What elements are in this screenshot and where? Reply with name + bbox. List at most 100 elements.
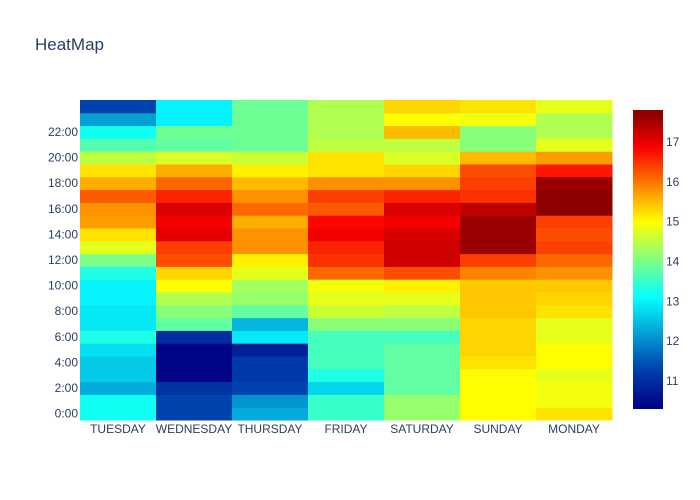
heatmap-cell [536,317,613,331]
heatmap-cell [308,292,385,306]
y-tick-label: 22:00 [48,125,78,139]
x-tick-label: FRIDAY [324,422,367,436]
heatmap-cell [156,228,233,242]
x-axis-ticks: TUESDAY WEDNESDAY THURSDAY FRIDAY SATURDAY SU… [90,422,600,436]
colorbar-tick-label: 13 [666,294,680,308]
heatmap-cell [232,317,309,331]
heatmap-cell [308,279,385,293]
heatmap-cell [308,394,385,408]
heatmap-cell [80,368,157,383]
colorbar-tick-label: 14 [666,254,680,268]
colorbar-tick-label: 16 [666,175,680,189]
heatmap-cell [308,266,385,280]
heatmap-cell [308,100,385,114]
heatmap-cell [536,125,613,139]
heatmap-cell [308,240,385,255]
heatmap-cell [460,253,537,267]
heatmap-cell [384,253,461,267]
heatmap-cell [460,189,537,203]
heatmap-cell [384,189,461,203]
heatmap-cell [384,343,461,357]
y-tick-label: 16:00 [48,202,78,216]
heatmap-cell [308,317,385,331]
heatmap-cell [232,240,309,255]
heatmap-cell [384,279,461,293]
heatmap-cell [384,228,461,242]
heatmap-cell [460,100,537,114]
x-tick-label: SUNDAY [473,422,522,436]
heatmap-cell [460,112,537,127]
colorbar [633,110,663,409]
heatmap-cell [232,215,309,229]
heatmap-cell [80,176,157,191]
heatmap-cell [232,100,309,114]
heatmap-cell [80,112,157,127]
y-tick-label: 18:00 [48,176,78,190]
heatmap-cell [80,343,157,357]
heatmap-cell [80,228,157,242]
heatmap-cell [232,228,309,242]
heatmap-cell [232,202,309,216]
heatmap-cell [156,189,233,203]
heatmap-cell [460,125,537,139]
heatmap-cell [384,202,461,216]
heatmap-cell [80,266,157,280]
heatmap-cell [384,138,461,152]
heatmap-cell [460,176,537,191]
heatmap-cell [460,368,537,383]
heatmap-cell [384,381,461,395]
heatmap-cell [536,266,613,280]
heatmap-cell [460,356,537,370]
heatmap-cell [308,112,385,127]
heatmap-cell [384,356,461,370]
heatmap-cell [536,292,613,306]
heatmap-cell [80,240,157,255]
heatmap-cell [232,253,309,267]
colorbar-tick-label: 17 [666,135,680,149]
heatmap-cell [156,176,233,191]
heatmap-cell [384,394,461,408]
heatmap-cell [536,240,613,255]
heatmap-cell [80,215,157,229]
heatmap-cell [536,253,613,267]
heatmap-cell [536,330,613,344]
heatmap-cell [536,228,613,242]
heatmap-cell [460,215,537,229]
heatmap-cell [308,125,385,139]
heatmap-cell [232,343,309,357]
heatmap-cell [232,151,309,165]
heatmap-cell [536,138,613,152]
heatmap-cell [80,292,157,306]
heatmap-cell [460,164,537,178]
heatmap-cell [80,317,157,331]
heatmap-cell [536,279,613,293]
heatmap-cell [156,125,233,139]
heatmap-cell [232,330,309,344]
heatmap-cell [460,279,537,293]
heatmap-cell [156,164,233,178]
heatmap-cell [460,228,537,242]
heatmap-cell [232,125,309,139]
x-tick-label: TUESDAY [90,422,146,436]
heatmap-cell [460,292,537,306]
y-tick-label: 12:00 [48,253,78,267]
heatmap-cell [80,202,157,216]
heatmap-cell [384,240,461,255]
heatmap-cell [460,317,537,331]
heatmap-cell [460,240,537,255]
heatmap-cell [384,368,461,383]
y-tick-label: 4:00 [55,355,79,369]
heatmap-cell [156,266,233,280]
heatmap-cell [80,356,157,370]
heatmap-cell [536,215,613,229]
heatmap-cell [536,394,613,408]
heatmap-cell [384,215,461,229]
heatmap-cell [156,368,233,383]
y-tick-label: 6:00 [55,330,79,344]
heatmap-cell [80,125,157,139]
heatmap-cell [156,356,233,370]
heatmap-cell [80,381,157,395]
heatmap-cell [536,189,613,203]
x-tick-label: MONDAY [548,422,600,436]
heatmap-cell [460,407,537,421]
